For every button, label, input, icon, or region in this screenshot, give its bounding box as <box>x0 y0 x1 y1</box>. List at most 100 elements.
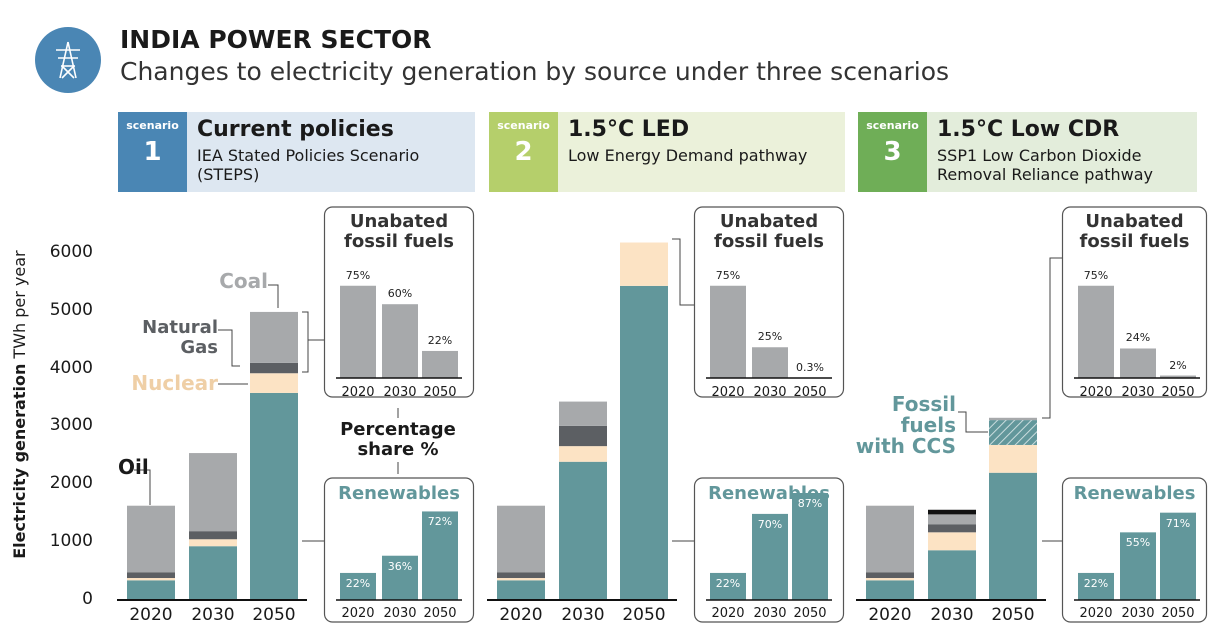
inset-bar <box>1160 512 1196 600</box>
value-label: 25% <box>757 330 783 344</box>
x-tick-label: 2050 <box>991 605 1035 625</box>
icon <box>35 27 101 93</box>
bar-segment <box>189 546 237 600</box>
series-label: Oil <box>118 455 149 479</box>
inset-x-label: 2020 <box>341 606 375 621</box>
x-tick-label: 2050 <box>622 605 666 625</box>
inset-title: Unabated fossil fuels <box>344 211 454 252</box>
value-label: 22% <box>1083 576 1109 590</box>
title: INDIA POWER SECTOR <box>120 25 432 54</box>
bar-segment <box>497 505 545 573</box>
inset-bar <box>1120 348 1156 378</box>
bar-segment <box>866 505 914 573</box>
inset-title: Renewables <box>708 483 830 504</box>
inset-bar <box>1078 285 1114 378</box>
bar-segment <box>928 524 976 533</box>
y-tick-label: 5000 <box>49 299 93 320</box>
scenario-subtitle: Low Energy Demand pathway <box>568 146 808 165</box>
inset-bar <box>382 555 418 600</box>
bar-segment <box>928 550 976 600</box>
connectors <box>134 238 1062 542</box>
bar-segment <box>497 572 545 579</box>
value-label: 70% <box>757 517 783 531</box>
inset-x-label: 2030 <box>1121 606 1155 621</box>
bar-segment <box>989 417 1037 421</box>
x-tick-label: 2020 <box>868 605 912 625</box>
series-label: Natural Gas <box>142 317 218 358</box>
bar-segment <box>250 362 298 374</box>
inset-x-label: 2050 <box>423 606 457 621</box>
scenario-label: scenario <box>866 119 919 132</box>
inset-x-label: 2030 <box>1121 385 1155 400</box>
bar-segment <box>250 392 298 600</box>
y-axis-unit: TWh per year <box>10 250 30 359</box>
bar-segment <box>127 578 175 581</box>
inset-x-label: 2020 <box>1079 385 1113 400</box>
bar-segment <box>866 572 914 579</box>
bar-segment <box>250 311 298 363</box>
inset-x-label: 2050 <box>793 606 827 621</box>
bar-segment <box>928 532 976 551</box>
bar-segment <box>189 531 237 540</box>
inset-x-label: 2050 <box>793 385 827 400</box>
value-label: 24% <box>1125 331 1151 345</box>
bar-segment <box>559 401 607 426</box>
bar-segment <box>189 453 237 532</box>
inset-x-label: 2020 <box>711 606 745 621</box>
bar-segment <box>127 505 175 573</box>
series-label: Nuclear <box>131 371 218 395</box>
bar-segment <box>189 539 237 547</box>
value-label: 2% <box>1169 358 1187 372</box>
annotation: Percentage share % <box>340 419 456 460</box>
inset-x-label: 2050 <box>423 385 457 400</box>
scenario-title: Current policies <box>197 117 394 142</box>
value-label: 60% <box>387 287 413 301</box>
series-label: Coal <box>219 269 268 293</box>
inset-bar <box>422 350 458 378</box>
inset-bar <box>752 513 788 600</box>
y-tick-label: 4000 <box>49 357 93 378</box>
inset-title: Unabated fossil fuels <box>1079 211 1190 252</box>
inset-bar <box>752 347 788 378</box>
value-label: 75% <box>1083 268 1109 282</box>
bar-segment <box>497 578 545 581</box>
bar-segment <box>620 285 668 600</box>
value-label: 71% <box>1165 516 1191 530</box>
bar-segment <box>866 578 914 581</box>
inset-bar <box>422 511 458 600</box>
y-tick-label: 0 <box>82 589 93 609</box>
value-label: 75% <box>345 268 371 282</box>
bar-segment <box>989 444 1037 473</box>
inset-x-label: 2030 <box>753 606 787 621</box>
bar-segment <box>127 580 175 600</box>
bar-segment <box>620 242 668 286</box>
scenario-number: 3 <box>883 137 902 167</box>
x-tick-label: 2030 <box>930 605 974 625</box>
scenario-number-box <box>118 112 187 192</box>
value-label: 36% <box>387 559 413 573</box>
inset-title: Renewables <box>338 483 460 504</box>
bar-segment <box>866 580 914 600</box>
scenario-title: 1.5°C Low CDR <box>937 117 1120 142</box>
value-label: 87% <box>797 496 823 510</box>
x-tick-label: 2030 <box>191 605 235 625</box>
inset-x-label: 2050 <box>1161 606 1195 621</box>
inset-x-label: 2030 <box>383 385 417 400</box>
bar-segment <box>989 472 1037 600</box>
y-tick-label: 6000 <box>49 241 93 262</box>
bar-segment <box>989 420 1037 445</box>
scenario-subtitle: SSP1 Low Carbon Dioxide Removal Reliance… <box>937 146 1153 185</box>
inset-bar <box>1120 532 1156 600</box>
scenario-title: 1.5°C LED <box>568 117 690 142</box>
inset-bar <box>340 572 376 600</box>
scenario-subtitle: IEA Stated Policies Scenario (STEPS) <box>197 146 420 185</box>
value-label: 22% <box>715 576 741 590</box>
series-label: Fossil fuels with CCS <box>855 392 956 458</box>
inset-x-label: 2030 <box>383 606 417 621</box>
y-axis-title: Electricity generation <box>10 363 30 559</box>
inset-bar <box>382 304 418 378</box>
scenario-number: 2 <box>514 137 533 167</box>
subtitle: Changes to electricity generation by sou… <box>120 57 950 86</box>
value-label: 22% <box>427 333 453 347</box>
